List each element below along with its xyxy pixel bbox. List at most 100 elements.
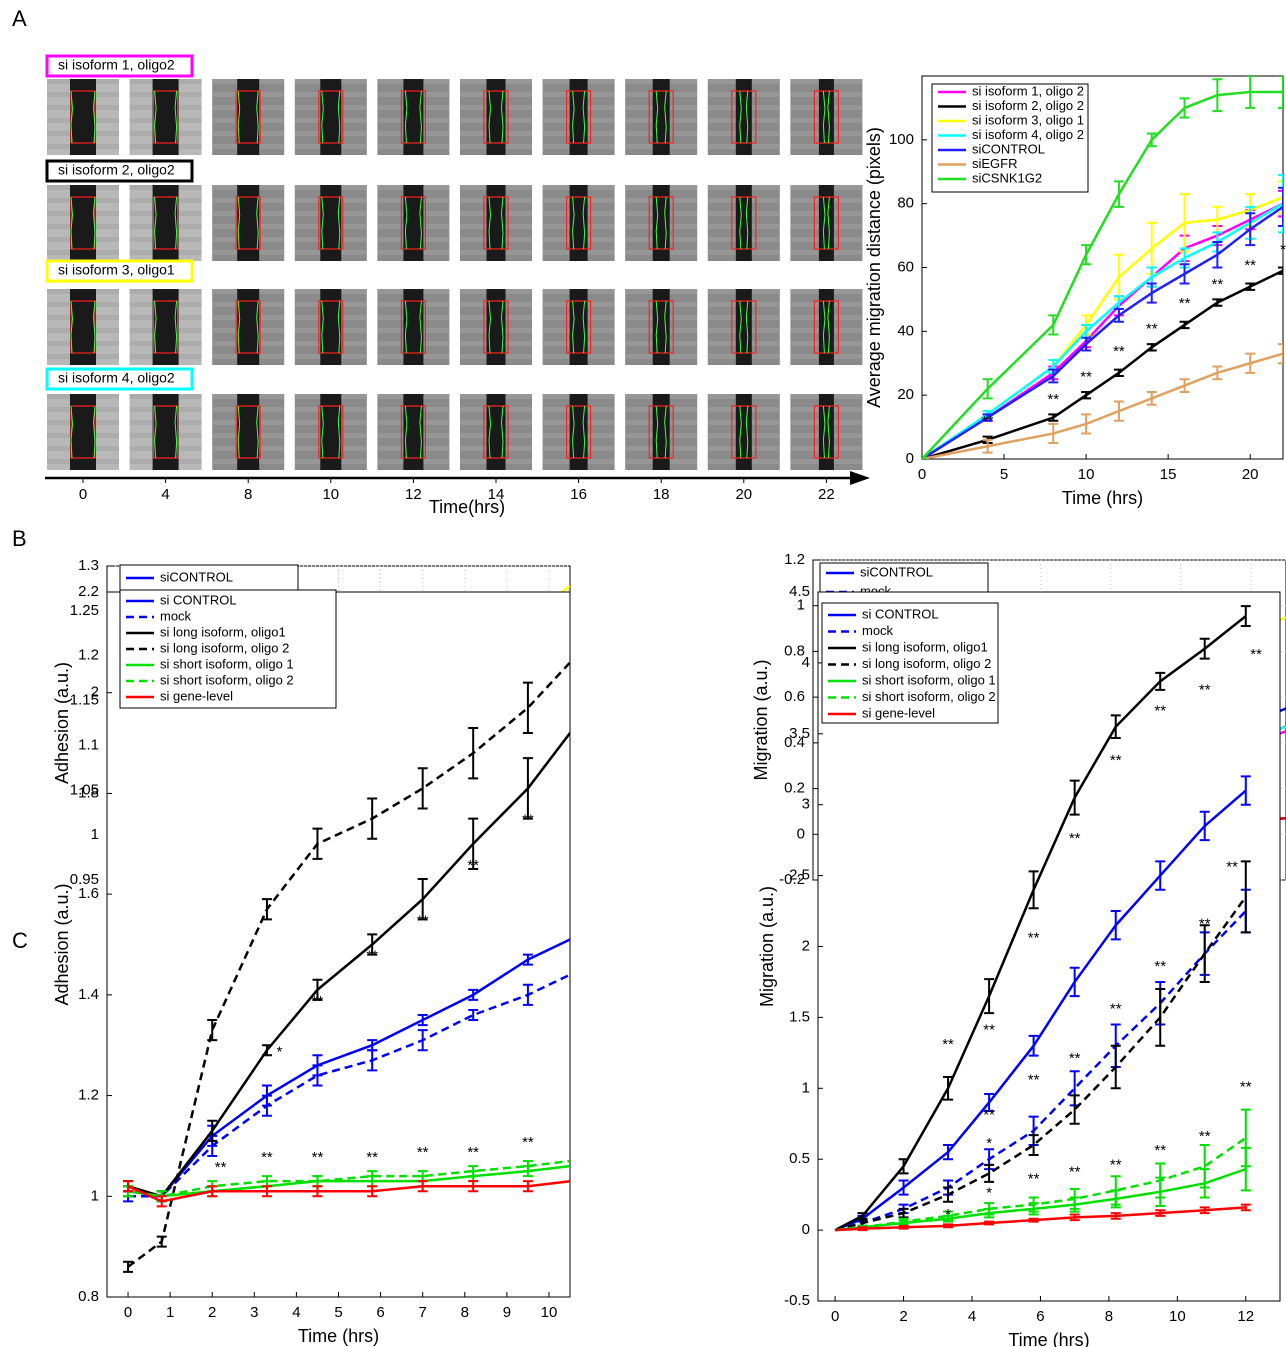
front-line	[739, 90, 742, 144]
error-bar	[943, 1210, 954, 1222]
series-line	[834, 896, 1247, 1232]
annotation: **	[1199, 915, 1211, 932]
legend-label: siEGFR	[972, 156, 1018, 171]
y-axis-label: Migration (a.u.)	[757, 886, 777, 1007]
y-tick-label: 1	[802, 1079, 810, 1096]
front-line	[70, 405, 74, 459]
wound-band	[70, 185, 96, 261]
front-line	[572, 196, 575, 250]
error-bar	[522, 1160, 533, 1173]
front-line	[404, 300, 408, 354]
front-line	[337, 196, 341, 250]
error-bar	[1069, 966, 1080, 998]
roi-box	[318, 196, 344, 250]
roi-box	[483, 300, 509, 354]
annotation: **	[366, 948, 378, 965]
series-line	[922, 202, 1283, 459]
y-tick-label: 40	[897, 322, 914, 339]
error-bar	[1146, 282, 1157, 304]
time-label: 4	[161, 486, 169, 503]
annotation: **	[983, 1107, 995, 1124]
front-line	[419, 300, 422, 354]
wound-band	[320, 185, 342, 261]
front-line	[337, 90, 341, 144]
error-bar	[1155, 860, 1166, 891]
wound-band	[486, 185, 506, 261]
roi-box	[565, 300, 592, 354]
front-line	[256, 405, 259, 459]
legend-label: si CONTROL	[160, 592, 237, 607]
error-bar	[207, 1119, 218, 1142]
legend-box	[931, 83, 1089, 193]
error-bar	[1179, 97, 1190, 119]
error-bar	[468, 1180, 479, 1193]
error-bar	[984, 978, 995, 1015]
legend-box	[119, 589, 337, 709]
error-bar	[1110, 714, 1121, 740]
y-tick-label: 100	[889, 131, 914, 148]
roi-box	[70, 300, 96, 354]
error-bar	[1212, 78, 1223, 113]
front-line	[827, 196, 830, 250]
x-tick-label: 12	[1237, 1308, 1254, 1325]
roi-box	[565, 196, 592, 250]
wound-band	[152, 185, 179, 261]
series-line	[922, 202, 1283, 459]
error-bar	[522, 757, 533, 820]
wound-band	[652, 394, 670, 470]
row-label: si isoform 1, oligo2	[58, 57, 175, 73]
error-bar	[1048, 413, 1059, 422]
roi-box	[153, 90, 179, 144]
error-bar	[1113, 400, 1124, 422]
annotation: **	[215, 1159, 227, 1176]
roi-box	[648, 90, 674, 144]
front-line	[337, 405, 341, 459]
time-label: 22	[818, 486, 835, 503]
wound-band	[70, 79, 96, 155]
error-bar	[1245, 282, 1256, 291]
y-tick-label: 0.8	[78, 1288, 99, 1305]
wound-band	[152, 289, 179, 365]
annotation: **	[1199, 1128, 1211, 1145]
y-tick-label: 1.6	[78, 885, 99, 902]
annotation: **	[1110, 1156, 1122, 1173]
annotation: **	[1212, 276, 1224, 293]
error-bar	[522, 983, 533, 1006]
error-bar	[123, 1260, 134, 1273]
front-line	[92, 300, 96, 354]
front-line	[337, 300, 341, 354]
front-line	[488, 405, 492, 459]
error-bar	[417, 1180, 428, 1193]
y-tick-label: 1.2	[784, 551, 805, 568]
front-line	[582, 196, 586, 250]
front-line	[154, 405, 157, 459]
wound-band	[818, 289, 834, 365]
error-bar	[1199, 924, 1210, 983]
plot-layer	[922, 76, 1283, 459]
error-bar	[207, 1019, 218, 1042]
x-tick-label: 8	[1105, 1308, 1113, 1325]
error-bar	[156, 1235, 167, 1248]
error-bar	[1110, 1044, 1121, 1090]
error-bar	[261, 1044, 272, 1057]
roi-box	[400, 300, 426, 354]
error-bar	[857, 1212, 868, 1220]
error-bar	[1146, 390, 1157, 406]
front-line	[827, 90, 830, 144]
front-line	[822, 300, 826, 354]
series-line	[127, 938, 570, 1198]
error-bar	[261, 898, 272, 921]
panel-label: A	[12, 6, 27, 31]
error-bar	[1081, 413, 1092, 435]
time-label: 10	[322, 486, 339, 503]
panel-label: B	[12, 526, 27, 551]
legend-label: si long isoform, oligo 2	[160, 640, 289, 655]
error-bar	[1199, 1144, 1210, 1189]
error-bar	[1278, 266, 1283, 275]
annotation: *	[1280, 241, 1286, 258]
roi-box	[483, 196, 509, 250]
roi-box	[153, 300, 179, 354]
legend-label: si CONTROL	[862, 606, 939, 621]
error-bar	[1240, 1108, 1251, 1168]
x-tick-label: 10	[1169, 1308, 1186, 1325]
